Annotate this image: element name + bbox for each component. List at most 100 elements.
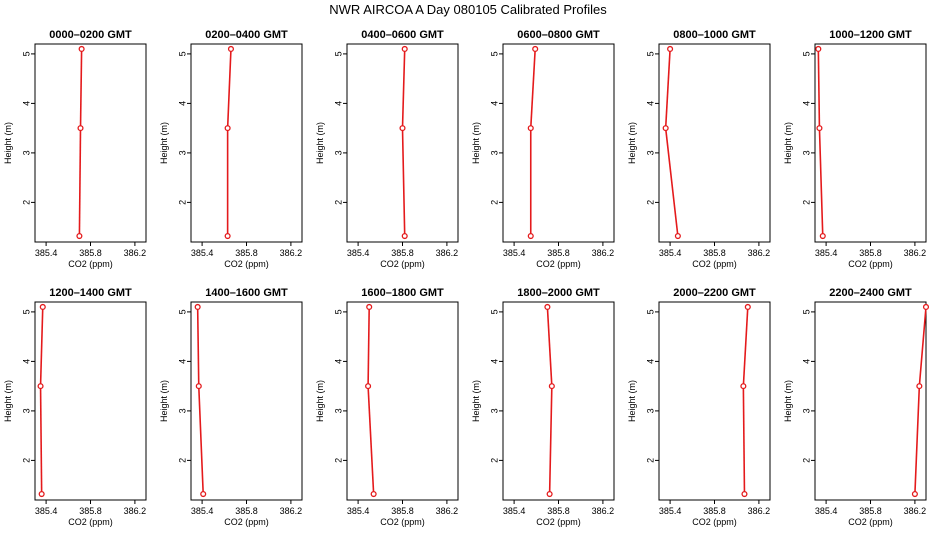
x-tick-label: 386.2: [280, 506, 303, 516]
panel-title: 0800–1000 GMT: [673, 29, 756, 41]
y-tick-label: 4: [801, 359, 811, 364]
y-tick-label: 5: [177, 51, 187, 56]
y-tick-label: 2: [645, 200, 655, 205]
profile-segment: [529, 48, 536, 129]
x-axis-label: CO2 (ppm): [224, 517, 269, 527]
y-tick-label: 5: [333, 309, 343, 314]
y-tick-label: 3: [333, 408, 343, 413]
y-tick-label: 4: [333, 101, 343, 106]
y-tick-label: 2: [489, 458, 499, 463]
profile-segment: [918, 306, 927, 387]
panel-1: 0000–0200 GMT 385.4 385.8 386.2 2 3 4 5 CO2 (ppm…: [3, 29, 147, 269]
y-tick-label: 4: [333, 359, 343, 364]
x-tick-label: 386.2: [592, 506, 615, 516]
plot-frame: [346, 301, 459, 501]
panel-grid: 0000–0200 GMT 385.4 385.8 386.2 2 3 4 5 CO2 (ppm…: [3, 29, 930, 527]
data-point: [744, 303, 751, 311]
data-point: [77, 125, 84, 132]
profile-segment: [79, 48, 83, 129]
y-tick-label: 2: [333, 200, 343, 205]
x-tick-label: 385.8: [703, 248, 726, 258]
y-tick-label: 5: [645, 51, 655, 56]
panel-title: 2000–2200 GMT: [673, 287, 756, 299]
y-tick-label: 2: [801, 200, 811, 205]
y-tick-label: 2: [177, 458, 187, 463]
y-axis-label: Height (m): [315, 380, 325, 422]
x-tick-label: 385.4: [815, 248, 838, 258]
data-point: [38, 491, 45, 498]
figure-title: NWR AIRCOA A Day 080105 Calibrated Profi…: [329, 2, 607, 17]
y-tick-label: 5: [489, 309, 499, 314]
y-tick-label: 3: [801, 408, 811, 413]
profile-segment: [39, 306, 44, 387]
profile-segment: [197, 386, 205, 495]
panel-title: 0600–0800 GMT: [517, 29, 600, 41]
x-tick-label: 385.4: [347, 248, 370, 258]
profile-segment: [226, 48, 232, 129]
panel-5: 0800–1000 GMT 385.4 385.8 386.2 2 3 4 5 CO2 (ppm…: [627, 29, 771, 269]
data-point: [366, 303, 373, 311]
data-point: [224, 125, 231, 132]
plot-frame: [34, 43, 147, 243]
y-tick-label: 2: [333, 458, 343, 463]
profile-segment: [817, 48, 821, 129]
y-tick-label: 5: [489, 51, 499, 56]
panel-title: 0400–0600 GMT: [361, 29, 444, 41]
x-tick-label: 385.4: [35, 506, 58, 516]
panel-title: 1600–1800 GMT: [361, 287, 444, 299]
y-tick-label: 4: [489, 359, 499, 364]
y-tick-label: 2: [489, 200, 499, 205]
panel-6: 1000–1200 GMT 385.4 385.8 386.2 2 3 4 5 CO2 (ppm…: [783, 29, 927, 269]
x-tick-label: 385.4: [659, 248, 682, 258]
x-tick-label: 385.8: [391, 506, 414, 516]
y-tick-label: 3: [177, 408, 187, 413]
x-tick-label: 386.2: [748, 506, 771, 516]
panel-4: 0600–0800 GMT 385.4 385.8 386.2 2 3 4 5 CO2 (ppm…: [471, 29, 615, 269]
data-point: [667, 45, 674, 52]
data-point: [200, 491, 207, 498]
profile-segment: [401, 128, 406, 237]
data-point: [37, 383, 44, 390]
profile-segment: [664, 48, 671, 129]
data-point: [78, 45, 85, 52]
x-tick-label: 385.8: [547, 248, 570, 258]
y-tick-label: 2: [645, 458, 655, 463]
y-tick-label: 3: [177, 150, 187, 155]
plot-frame: [814, 301, 927, 501]
panel-title: 2200–2400 GMT: [829, 287, 912, 299]
panel-10: 1800–2000 GMT 385.4 385.8 386.2 2 3 4 5 CO2 (ppm…: [471, 287, 615, 527]
profile-segment: [818, 128, 824, 237]
y-axis-label: Height (m): [315, 122, 325, 164]
profile-segment: [39, 386, 43, 495]
y-tick-label: 5: [21, 51, 31, 56]
x-axis-label: CO2 (ppm): [68, 259, 113, 269]
x-tick-label: 386.2: [436, 506, 459, 516]
x-tick-label: 386.2: [124, 506, 147, 516]
x-tick-label: 385.4: [815, 506, 838, 516]
y-tick-label: 5: [177, 309, 187, 314]
y-tick-label: 5: [645, 309, 655, 314]
y-tick-label: 3: [333, 150, 343, 155]
y-tick-label: 4: [177, 101, 187, 106]
x-tick-label: 385.4: [35, 248, 58, 258]
profile-segment: [742, 306, 749, 387]
panel-title: 1200–1400 GMT: [49, 287, 132, 299]
x-tick-label: 385.4: [347, 506, 370, 516]
plot-frame: [190, 301, 303, 501]
profile-segment: [367, 306, 370, 387]
x-tick-label: 385.4: [191, 248, 214, 258]
y-tick-label: 4: [489, 101, 499, 106]
panel-title: 1400–1600 GMT: [205, 287, 288, 299]
profile-segment: [664, 128, 679, 237]
data-point: [922, 303, 930, 311]
data-point: [401, 45, 408, 52]
data-point: [365, 383, 372, 390]
y-axis-label: Height (m): [627, 122, 637, 164]
y-axis-label: Height (m): [471, 380, 481, 422]
data-point: [546, 491, 553, 498]
y-tick-label: 5: [21, 309, 31, 314]
data-point: [911, 491, 918, 498]
y-tick-label: 5: [801, 309, 811, 314]
plot-frame: [502, 43, 615, 243]
